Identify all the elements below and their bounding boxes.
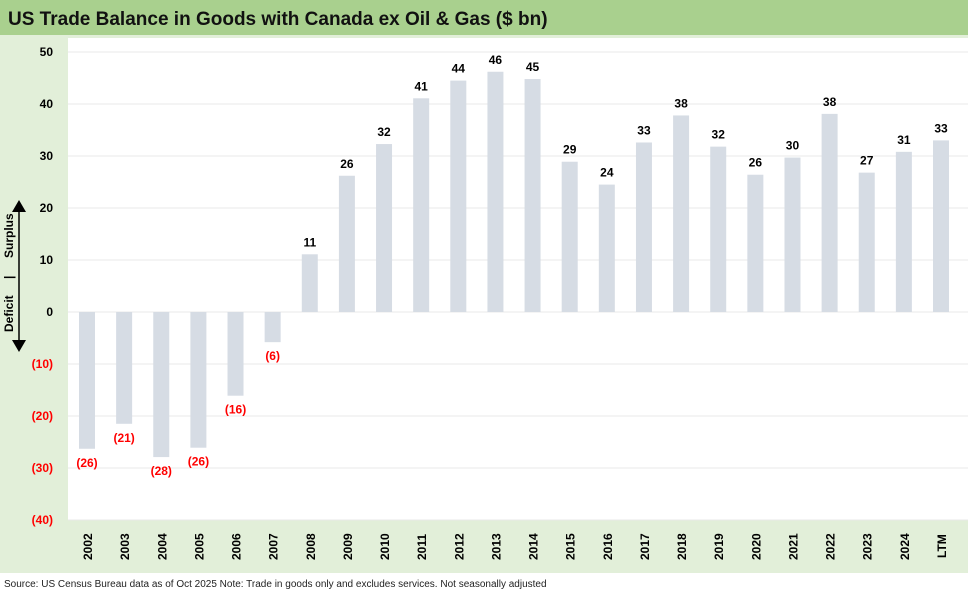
- y-tick-label: (20): [32, 409, 53, 423]
- bar-2020: [747, 174, 764, 312]
- plot-area: [68, 38, 968, 520]
- data-label: 32: [377, 125, 391, 139]
- x-tick-label: 2016: [601, 533, 615, 560]
- data-label: 38: [823, 95, 837, 109]
- data-label: 32: [712, 128, 726, 142]
- data-label: (21): [113, 431, 134, 445]
- data-label: (28): [151, 464, 172, 478]
- data-label: 29: [563, 143, 577, 157]
- bar-2011: [413, 98, 430, 312]
- x-tick-label: 2002: [81, 533, 95, 560]
- bar-2014: [524, 79, 541, 312]
- bar-2022: [821, 113, 838, 312]
- bar-2008: [301, 254, 318, 312]
- bar-2012: [450, 80, 467, 312]
- x-axis-ticks: 2002 2003 2004 2005 2006 2007 2008 2009 2010 2011…: [81, 533, 949, 560]
- data-label: 41: [414, 79, 428, 93]
- data-label: 24: [600, 166, 614, 180]
- bar-2019: [710, 146, 727, 312]
- x-tick-label: 2015: [564, 533, 578, 560]
- x-tick-label: 2023: [861, 533, 875, 560]
- data-label: (16): [225, 403, 246, 417]
- x-tick-label: 2011: [415, 534, 429, 560]
- x-tick-label: 2024: [898, 533, 912, 560]
- data-label: (26): [188, 455, 209, 469]
- bar-2023: [858, 172, 875, 312]
- x-tick-label: 2017: [638, 533, 652, 560]
- y-axis-annotation: Surplus | Deficit: [2, 200, 26, 352]
- data-label: 46: [489, 53, 503, 67]
- arrow-down-icon: [12, 340, 26, 352]
- x-tick-label: LTM: [935, 534, 949, 558]
- data-label: 26: [340, 157, 354, 171]
- data-label: (6): [265, 349, 280, 363]
- gridlines: [68, 51, 968, 521]
- bar-2024: [895, 151, 912, 312]
- x-tick-label: 2005: [192, 533, 206, 560]
- bar-2018: [673, 115, 690, 312]
- bar-2010: [376, 144, 393, 312]
- data-label: 27: [860, 154, 874, 168]
- deficit-label: Deficit: [2, 295, 16, 332]
- bar-2017: [635, 142, 652, 312]
- title-bar: [0, 0, 968, 35]
- x-tick-label: 2020: [749, 533, 763, 560]
- footer-source: Source: US Census Bureau data as of Oct …: [4, 579, 547, 590]
- data-label: 11: [303, 235, 316, 249]
- x-tick-label: 2012: [452, 533, 466, 560]
- bars: [79, 71, 949, 458]
- x-tick-label: 2014: [527, 533, 541, 560]
- bar-2009: [338, 175, 355, 312]
- data-label: 31: [897, 133, 911, 147]
- data-label: 33: [637, 123, 651, 137]
- arrow-up-icon: [12, 200, 26, 212]
- data-labels: (26) (21) (28) (26) (16) (6) 11 26 32 41 44 46 45 29 2…: [76, 53, 948, 478]
- y-tick-label: (30): [32, 461, 53, 475]
- y-tick-label: 30: [40, 149, 54, 163]
- bar-LTM: [933, 140, 949, 312]
- bar-2006: [227, 312, 244, 396]
- y-tick-label: 20: [40, 201, 54, 215]
- surplus-label: Surplus: [2, 213, 16, 258]
- x-tick-label: 2019: [712, 533, 726, 560]
- x-tick-label: 2022: [824, 533, 838, 560]
- data-label: 38: [674, 96, 688, 110]
- y-tick-label: 50: [40, 45, 54, 59]
- bar-2004: [153, 312, 170, 458]
- y-tick-label: 40: [40, 97, 54, 111]
- bar-2013: [487, 71, 504, 312]
- x-tick-label: 2007: [267, 533, 281, 560]
- bar-2015: [561, 161, 578, 312]
- y-tick-label: (10): [32, 357, 53, 371]
- x-tick-label: 2018: [675, 533, 689, 560]
- y-tick-label: 0: [46, 305, 53, 319]
- bar-2021: [784, 157, 801, 312]
- y-tick-label: (40): [32, 513, 53, 527]
- bar-2003: [116, 312, 133, 424]
- data-label: 44: [452, 62, 466, 76]
- x-tick-label: 2003: [118, 533, 132, 560]
- bar-2007: [264, 312, 281, 343]
- bar-2002: [79, 312, 95, 449]
- y-axis-ticks: 50 40 30 20 10 0 (10) (20) (30) (40): [32, 45, 54, 527]
- data-label: 26: [749, 156, 763, 170]
- bar-2005: [190, 312, 207, 448]
- data-label: 45: [526, 60, 540, 74]
- data-label: 30: [786, 139, 800, 153]
- x-tick-label: 2009: [341, 533, 355, 560]
- x-tick-label: 2010: [378, 533, 392, 560]
- x-tick-label: 2021: [786, 533, 800, 560]
- x-tick-label: 2008: [304, 533, 318, 560]
- x-tick-label: 2004: [155, 533, 169, 560]
- separator-label: |: [2, 276, 16, 279]
- y-tick-label: 10: [40, 253, 54, 267]
- chart-title: US Trade Balance in Goods with Canada ex…: [8, 9, 548, 30]
- data-label: (26): [76, 456, 97, 470]
- x-tick-label: 2013: [489, 533, 503, 560]
- data-label: 33: [934, 121, 948, 135]
- bar-2016: [598, 184, 615, 312]
- x-tick-label: 2006: [230, 533, 244, 560]
